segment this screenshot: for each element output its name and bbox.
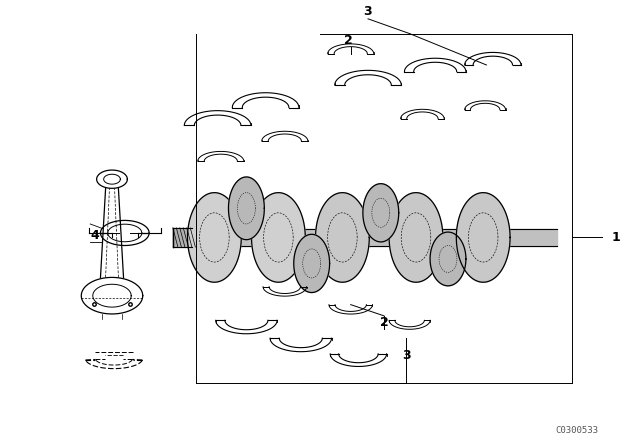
- Polygon shape: [188, 193, 241, 282]
- Text: 2: 2: [380, 316, 388, 329]
- Polygon shape: [430, 232, 466, 286]
- Text: 1: 1: [611, 231, 620, 244]
- Polygon shape: [456, 193, 510, 282]
- Text: 3: 3: [364, 5, 372, 18]
- Polygon shape: [300, 230, 355, 271]
- Text: 3: 3: [402, 349, 411, 362]
- Polygon shape: [316, 193, 369, 282]
- Polygon shape: [369, 205, 428, 246]
- Text: C0300533: C0300533: [556, 426, 598, 435]
- Polygon shape: [252, 193, 305, 282]
- Text: 2: 2: [344, 34, 353, 47]
- Polygon shape: [389, 193, 443, 282]
- Polygon shape: [405, 229, 459, 267]
- Polygon shape: [363, 184, 399, 242]
- Polygon shape: [202, 202, 259, 244]
- Polygon shape: [228, 177, 264, 240]
- Polygon shape: [294, 234, 330, 293]
- Text: 4: 4: [90, 228, 99, 242]
